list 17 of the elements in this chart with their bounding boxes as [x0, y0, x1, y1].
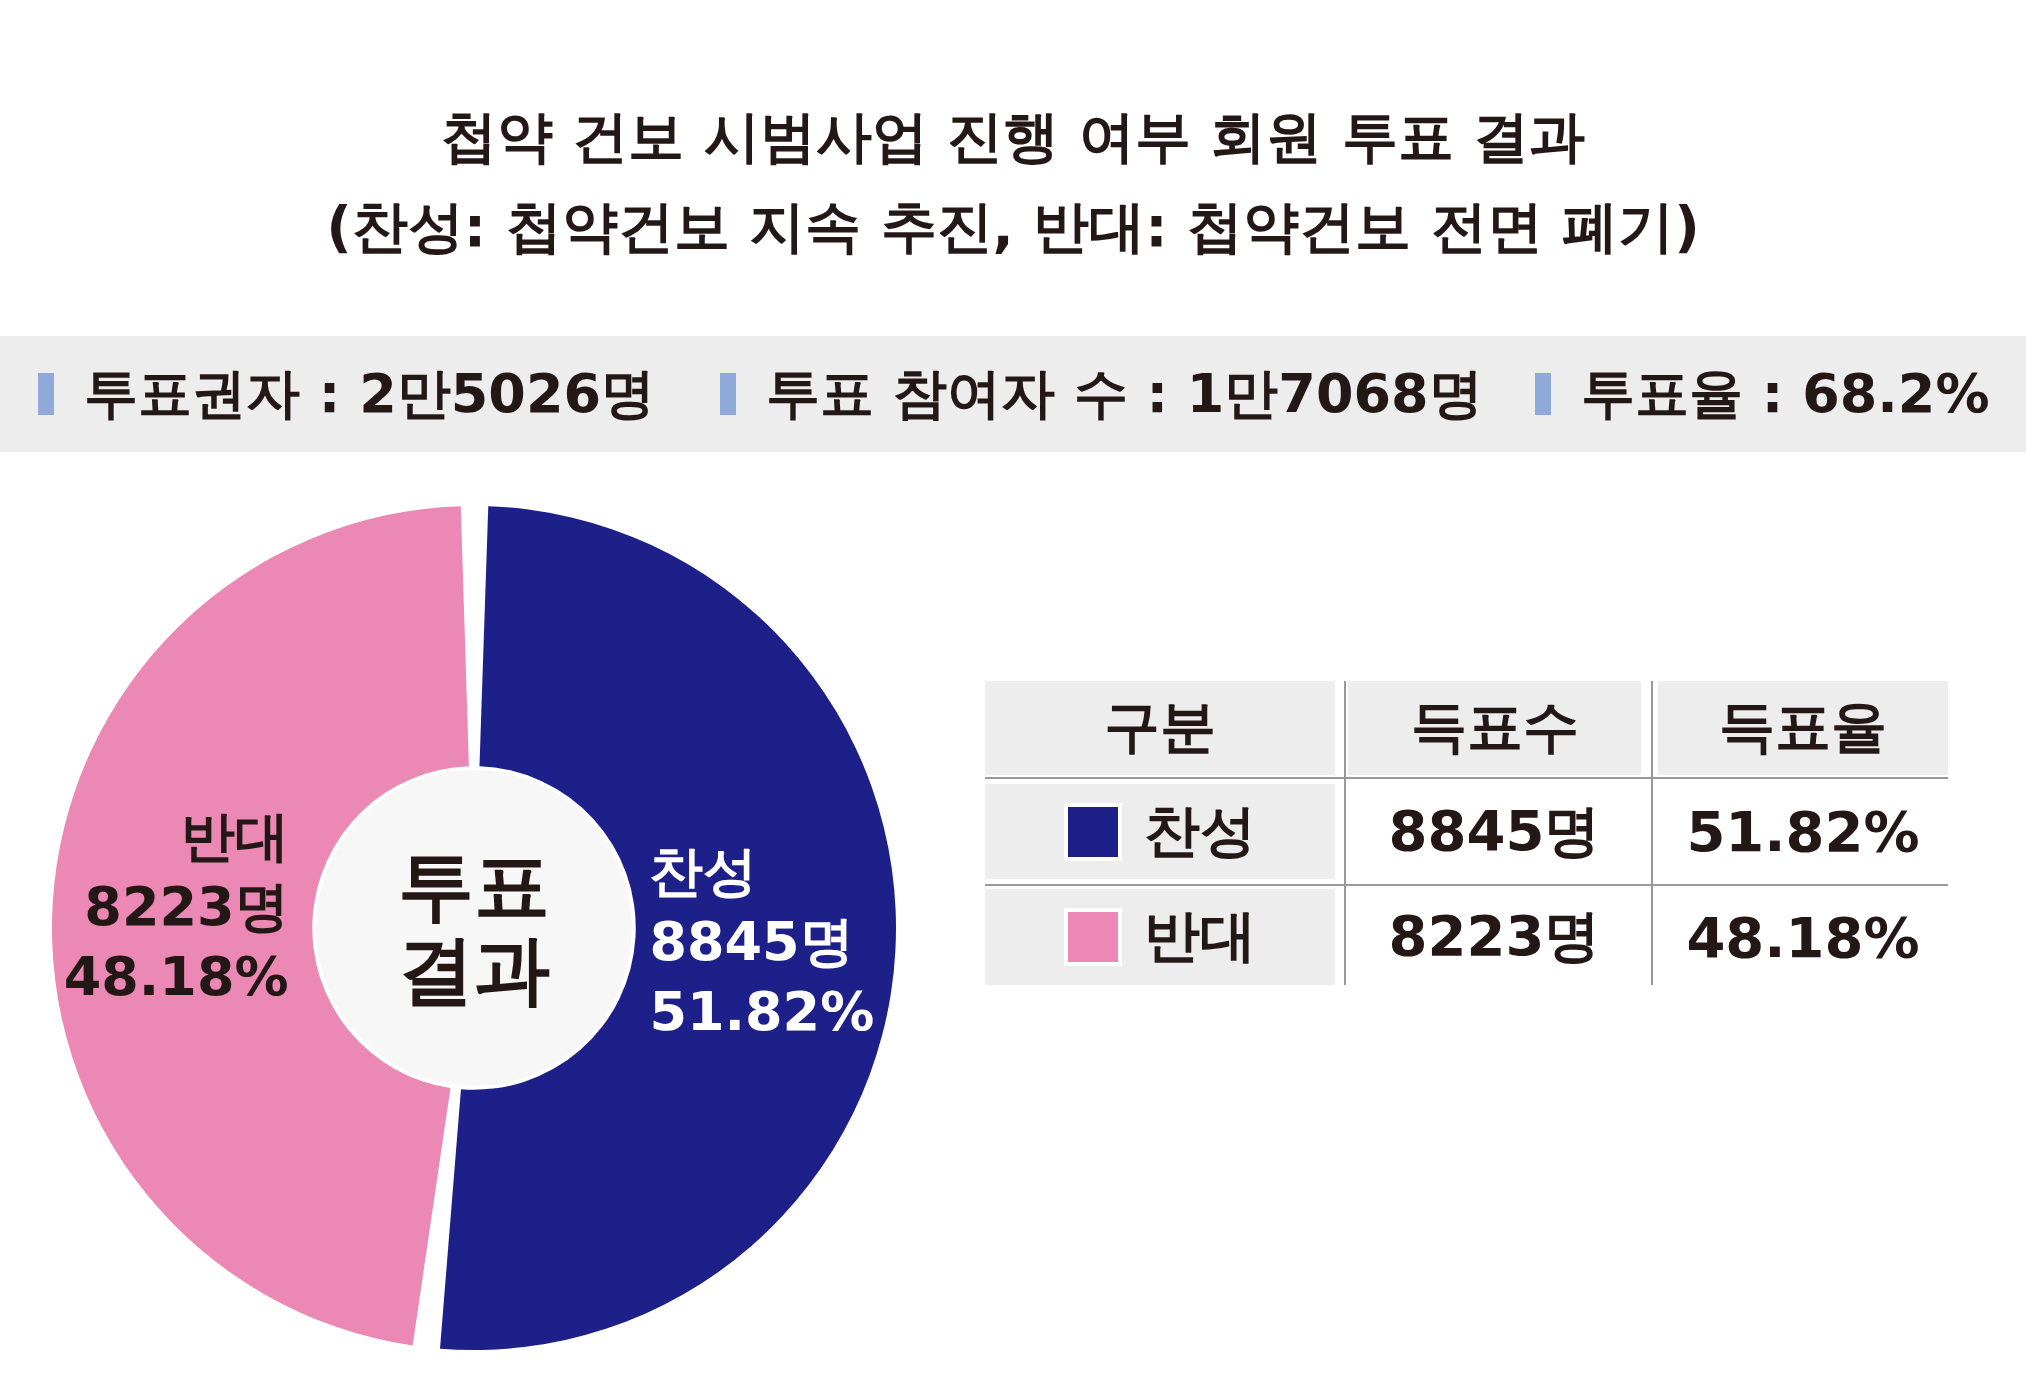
chart-subtitle: (찬성: 첩약건보 지속 추진, 반대: 첩약건보 전면 폐기) — [325, 193, 1701, 261]
text: 투표 결과 — [316, 770, 632, 1086]
slice-label: 찬성 — [649, 839, 758, 903]
data-label: 8223명 48.18% — [63, 874, 289, 1008]
text: 투표권자 : 2만5026명 — [84, 361, 656, 427]
text: 투표율 : 68.2% — [1581, 361, 1990, 427]
chart-title: 첩약 건보 시범사업 진행 여부 회원 투표 결과 — [439, 103, 1587, 171]
text: 구분 — [985, 681, 1335, 775]
text: 8223명 48.18% — [1388, 903, 1920, 970]
data-label: 8845명 51.82% — [649, 909, 875, 1043]
legend-label: 반대 — [1144, 902, 1256, 970]
text: 8845명 51.82% — [1388, 797, 1920, 864]
text: 투표 참여자 수 : 1만7068명 — [766, 361, 1483, 427]
text: 득표율 — [1658, 681, 1948, 775]
text: 득표수 — [1348, 681, 1641, 775]
legend-label: 찬성 — [1144, 796, 1256, 865]
slice-label: 반대 — [180, 804, 289, 868]
